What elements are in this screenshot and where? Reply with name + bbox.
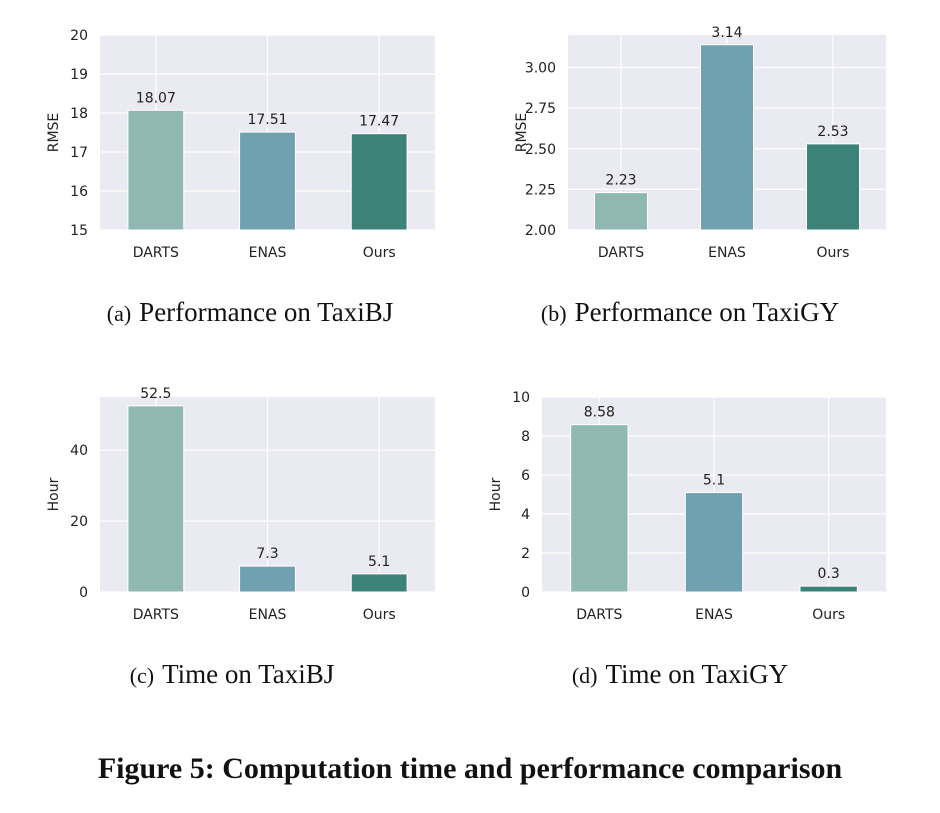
x-tick-label: Ours — [363, 245, 396, 261]
subcaption-c-text: Time on TaxiBJ — [162, 659, 335, 689]
subcaption-a: (a) Performance on TaxiBJ — [50, 297, 450, 328]
data-label-enas: 3.14 — [711, 25, 742, 41]
y-tick-label: 18 — [70, 106, 88, 122]
y-axis-label: Hour — [488, 477, 504, 511]
data-label-enas: 17.51 — [247, 112, 287, 128]
subcaption-b-tag: (b) — [540, 301, 567, 326]
bar-enas — [684, 492, 744, 593]
subcaption-a-tag: (a) — [106, 301, 132, 326]
y-tick-label: 0 — [521, 585, 530, 601]
chart-performance-taxigy: 2.00 2.25 2.50 2.75 3.00 2.23 DARTS 3.14 ENAS 2.5… — [514, 25, 886, 261]
data-label-darts: 52.5 — [140, 386, 171, 402]
x-tick-label: ENAS — [249, 607, 287, 623]
y-tick-label: 2.75 — [525, 101, 556, 117]
figure-caption: Figure 5: Computation time and performan… — [97, 752, 843, 785]
x-tick-label: ENAS — [708, 245, 746, 261]
data-label-ours: 2.53 — [817, 124, 848, 140]
y-tick-label: 10 — [512, 390, 530, 406]
bar-ours — [350, 133, 408, 231]
bar-darts — [127, 405, 185, 593]
y-tick-label: 3.00 — [525, 61, 556, 77]
x-tick-label: DARTS — [133, 245, 179, 261]
x-tick-label: Ours — [812, 607, 845, 623]
subcaption-a-text: Performance on TaxiBJ — [139, 297, 394, 327]
bar-ours — [350, 573, 408, 593]
y-tick-label: 2.00 — [525, 223, 556, 239]
data-label-ours: 17.47 — [359, 114, 399, 130]
subcaption-d-text: Time on TaxiGY — [605, 659, 789, 689]
data-label-darts: 18.07 — [136, 90, 176, 106]
bar-darts — [127, 109, 185, 231]
bar-darts — [570, 424, 629, 593]
bar-enas — [239, 565, 296, 593]
bar-ours — [799, 585, 858, 593]
subcaption-c: (c) Time on TaxiBJ — [32, 659, 432, 690]
x-tick-label: ENAS — [695, 607, 733, 623]
y-tick-label: 2.50 — [525, 142, 556, 158]
y-axis-label: Hour — [46, 477, 62, 511]
bar-enas — [700, 44, 754, 231]
data-label-darts: 8.58 — [584, 405, 615, 421]
x-tick-label: DARTS — [598, 245, 644, 261]
subcaption-b: (b) Performance on TaxiGY — [490, 297, 890, 328]
subcaption-c-tag: (c) — [129, 663, 155, 688]
y-tick-label: 4 — [521, 507, 530, 523]
y-axis-label: RMSE — [514, 113, 530, 153]
subcaption-b-text: Performance on TaxiGY — [574, 297, 840, 327]
y-tick-label: 20 — [70, 514, 88, 530]
y-tick-label: 20 — [70, 28, 88, 44]
y-tick-label: 16 — [70, 184, 88, 200]
data-label-enas: 7.3 — [256, 546, 278, 562]
subcaption-d: (d) Time on TaxiGY — [480, 659, 880, 690]
y-tick-label: 0 — [79, 585, 88, 601]
y-tick-label: 19 — [70, 67, 88, 83]
bar-enas — [239, 131, 296, 231]
y-tick-label: 17 — [70, 145, 88, 161]
chart-performance-taxibj: 15 16 17 18 19 20 18.07 DARTS 17.51 ENAS 17.47 Ours… — [46, 28, 435, 261]
data-label-enas: 5.1 — [703, 473, 725, 489]
chart-time-taxibj: 0 20 40 52.5 DARTS 7.3 ENAS 5.1 Ours Hour — [46, 386, 435, 623]
y-tick-label: 40 — [70, 443, 88, 459]
y-tick-label: 2 — [521, 546, 530, 562]
x-tick-label: ENAS — [249, 245, 287, 261]
y-tick-label: 8 — [521, 429, 530, 445]
y-tick-label: 6 — [521, 468, 530, 484]
data-label-darts: 2.23 — [605, 173, 636, 189]
bar-darts — [594, 192, 648, 231]
data-label-ours: 0.3 — [818, 566, 840, 582]
bar-ours — [806, 143, 860, 231]
y-tick-label: 15 — [70, 223, 88, 239]
data-label-ours: 5.1 — [368, 554, 390, 570]
chart-time-taxigy: 0 2 4 6 8 10 8.58 DARTS 5.1 ENAS 0.3 Ours Hour — [488, 390, 886, 623]
y-tick-label: 2.25 — [525, 182, 556, 198]
subcaption-d-tag: (d) — [571, 663, 598, 688]
x-tick-label: Ours — [363, 607, 396, 623]
x-tick-label: DARTS — [133, 607, 179, 623]
x-tick-label: DARTS — [576, 607, 622, 623]
y-axis-label: RMSE — [46, 113, 62, 153]
x-tick-label: Ours — [817, 245, 850, 261]
